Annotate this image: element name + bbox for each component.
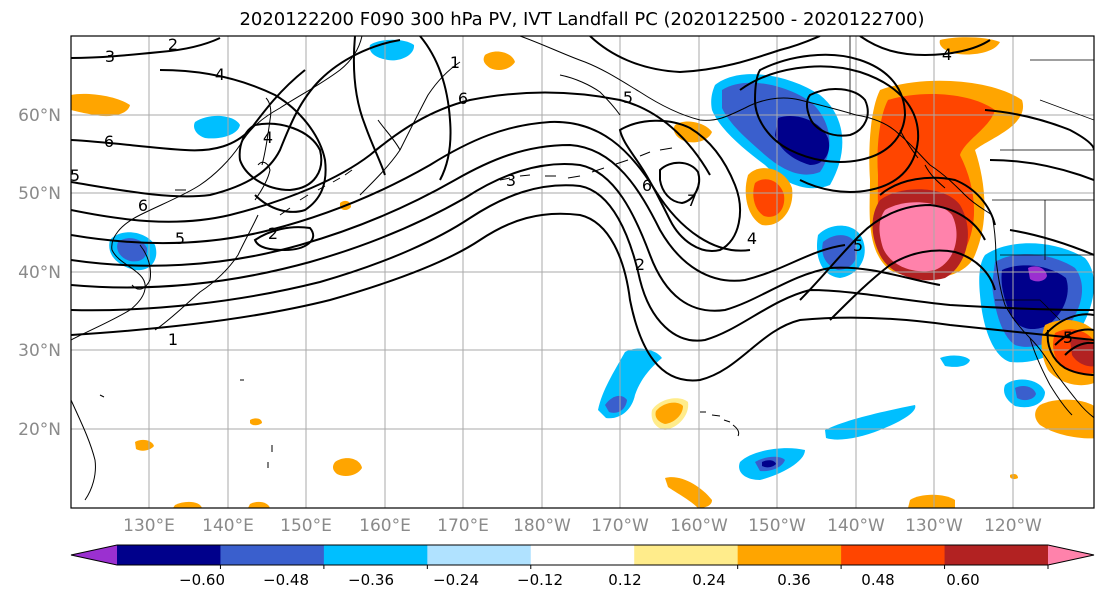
coastlines [71, 36, 1094, 501]
lon-label: 160°E [359, 516, 411, 536]
colorbar-segment [323, 545, 428, 565]
colorbar-outline [70, 544, 1095, 566]
lat-label: 60°N [18, 106, 61, 126]
colorbar-tick-label: 0.12 [608, 571, 641, 589]
contour-label: 5 [175, 229, 185, 248]
lon-label: 170°E [437, 516, 489, 536]
lat-label: 20°N [18, 420, 61, 440]
contour-label: 1 [168, 330, 178, 349]
contour-label: 4 [263, 128, 273, 147]
colorbar: −0.60 −0.48 −0.36 −0.24 −0.12 0.12 0.24 … [70, 544, 1095, 589]
lon-label: 130°E [123, 516, 175, 536]
lon-label: 150°W [748, 516, 806, 536]
colorbar-segment [530, 545, 635, 565]
lon-label: 170°W [591, 516, 649, 536]
contour-label: 6 [104, 132, 114, 151]
colorbar-segment [841, 545, 946, 565]
colorbar-segment [117, 545, 221, 565]
colorbar-tick-labels: −0.60 −0.48 −0.36 −0.24 −0.12 0.12 0.24 … [179, 571, 980, 589]
contour-label: 2 [635, 255, 645, 274]
contour-label: 6 [642, 176, 652, 195]
graticule [71, 36, 1094, 508]
contour-label: 3 [506, 171, 516, 190]
colorbar-segment [737, 545, 842, 565]
contour-label: 6 [458, 89, 468, 108]
colorbar-tick-label: −0.12 [517, 571, 563, 589]
lat-label: 50°N [18, 184, 61, 204]
contour-label: 7 [687, 191, 697, 210]
figure-title: 2020122200 F090 300 hPa PV, IVT Landfall… [239, 9, 924, 30]
colorbar-tick-label: 0.36 [777, 571, 810, 589]
colorbar-tick-label: 0.48 [861, 571, 894, 589]
colorbar-segment [634, 545, 739, 565]
colorbar-tick-label: −0.60 [179, 571, 225, 589]
contour-label: 2 [268, 224, 278, 243]
latitude-labels: 60°N 50°N 40°N 30°N 20°N [18, 106, 61, 440]
contour-label: 5 [1063, 328, 1073, 347]
contour-label: 4 [215, 65, 225, 84]
contour-label: 5 [70, 166, 80, 185]
colorbar-segment [944, 545, 1049, 565]
lon-label: 130°W [905, 516, 963, 536]
colorbar-tick-label: 0.24 [692, 571, 725, 589]
contour-label: 4 [942, 45, 952, 64]
colorbar-tick-label: −0.24 [433, 571, 479, 589]
colorbar-segment [220, 545, 325, 565]
colorbar-tick-label: 0.60 [946, 571, 979, 589]
longitude-labels: 130°E 140°E 150°E 160°E 170°E 180°W 170°… [123, 516, 1042, 536]
lat-label: 30°N [18, 341, 61, 361]
contour-label: 4 [747, 229, 757, 248]
colorbar-tick-label: −0.36 [348, 571, 394, 589]
colorbar-extend-min [71, 545, 117, 565]
lat-label: 40°N [18, 263, 61, 283]
lon-label: 160°W [670, 516, 728, 536]
borders [849, 36, 1094, 321]
lon-label: 180°W [513, 516, 571, 536]
contour-label: 1 [450, 53, 460, 72]
colorbar-segment [427, 545, 532, 565]
contour-label: 6 [138, 196, 148, 215]
pv-contours [71, 36, 1094, 382]
contour-label: 2 [168, 35, 178, 54]
colorbar-extend-max [1048, 545, 1094, 565]
lon-label: 120°W [984, 516, 1042, 536]
lon-label: 140°W [827, 516, 885, 536]
contour-label: 5 [853, 236, 863, 255]
colorbar-tick-label: −0.48 [263, 571, 309, 589]
lon-label: 140°E [202, 516, 254, 536]
contour-labels: 3 2 1 4 6 5 4 6 5 6 5 2 3 2 6 7 4 5 4 5 … [70, 35, 1073, 349]
lon-label: 150°E [280, 516, 332, 536]
map-frame [70, 35, 1095, 509]
map-panel: 3 2 1 4 6 5 4 6 5 6 5 2 3 2 6 7 4 5 4 5 … [70, 35, 1094, 508]
contour-label: 3 [105, 47, 115, 66]
contour-label: 5 [623, 88, 633, 107]
